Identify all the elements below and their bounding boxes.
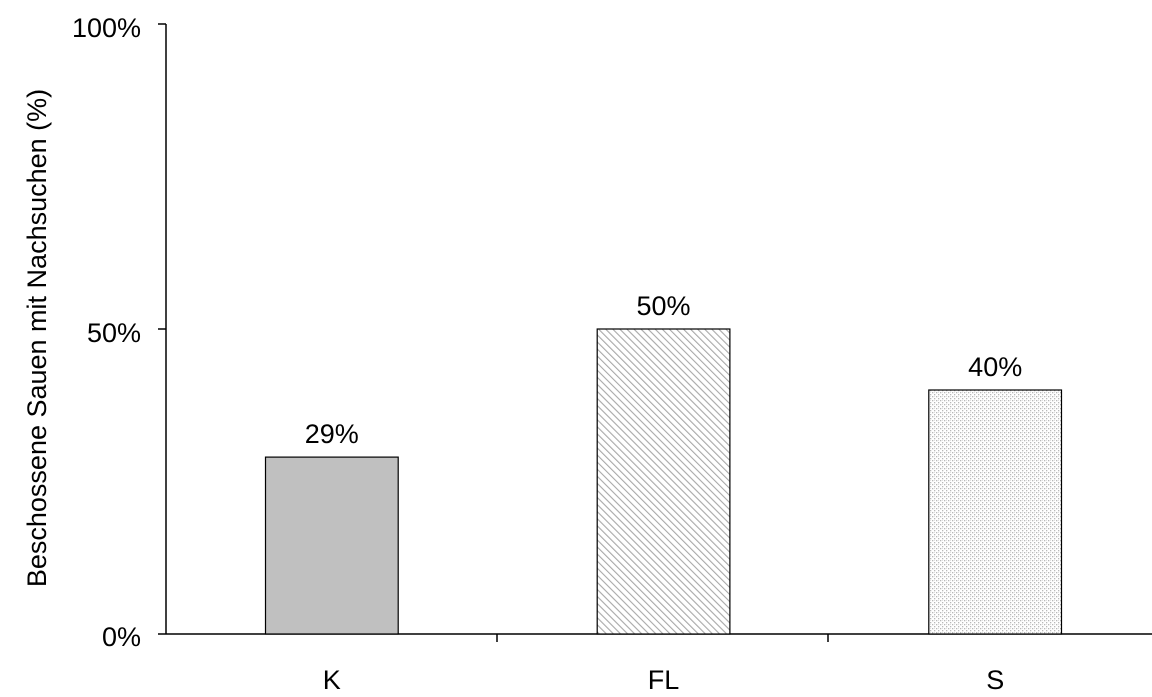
- data-label-s: 40%: [968, 352, 1022, 382]
- category-label-fl: FL: [648, 665, 680, 695]
- bar-s: [928, 389, 1063, 635]
- y-tick-label-0: 0%: [102, 622, 141, 652]
- category-label-s: S: [986, 665, 1004, 695]
- y-tick-label-50: 50%: [87, 318, 141, 348]
- data-label-fl: 50%: [636, 291, 690, 321]
- bars-group: [264, 328, 1063, 635]
- bar-fl: [596, 328, 731, 635]
- y-axis-title: Beschossene Sauen mit Nachsuchen (%): [22, 89, 52, 587]
- data-label-k: 29%: [305, 419, 359, 449]
- bar-k: [264, 456, 399, 635]
- category-label-k: K: [323, 665, 341, 695]
- y-tick-label-100: 100%: [72, 13, 141, 43]
